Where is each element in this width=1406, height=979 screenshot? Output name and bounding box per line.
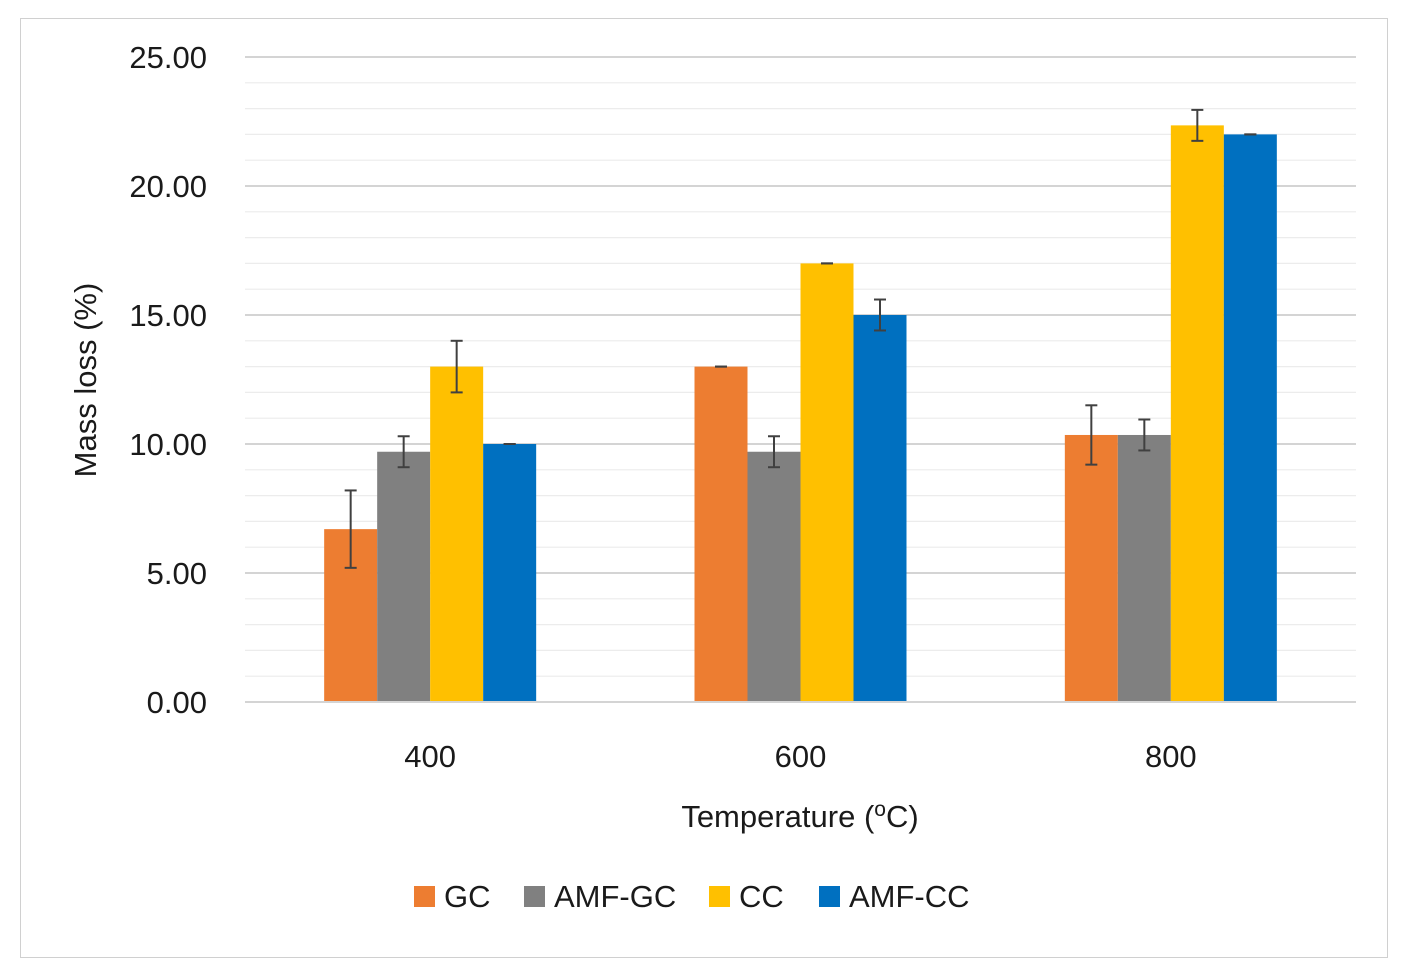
- bar-amf-cc-600: [853, 315, 907, 702]
- error-bar-gc-800: [1085, 404, 1098, 466]
- bar-amf-cc-400: [483, 444, 537, 702]
- legend-item-gc: GC: [414, 879, 491, 914]
- x-tick-label: 800: [1145, 739, 1197, 774]
- error-bar-amf-gc-600: [768, 435, 780, 469]
- bar-amf-gc-400: [377, 451, 431, 702]
- y-axis-title: Mass loss (%): [68, 283, 103, 478]
- error-bar-amf-gc-400: [397, 435, 410, 469]
- legend-swatch: [709, 886, 730, 907]
- bar-gc-800: [1064, 434, 1118, 702]
- bar-cc-400: [430, 366, 484, 702]
- y-axis-tick-labels: 0.00 5.00 10.00 15.00 20.00 25.00: [129, 40, 207, 720]
- legend-item-cc: CC: [709, 879, 784, 914]
- y-tick-label: 0.00: [147, 685, 207, 720]
- y-tick-label: 20.00: [129, 169, 207, 204]
- legend-label: CC: [739, 879, 784, 914]
- legend-item-amf-cc: AMF-CC: [819, 879, 970, 914]
- error-bar-gc-400: [344, 489, 357, 569]
- bar-amf-cc-800: [1223, 134, 1277, 702]
- x-axis-tick-labels: 400 600 800: [404, 739, 1196, 774]
- legend-swatch: [414, 886, 435, 907]
- bar-gc-600: [694, 366, 748, 702]
- legend-item-amf-gc: AMF-GC: [524, 879, 676, 914]
- legend-swatch: [819, 886, 840, 907]
- x-tick-label: 600: [775, 739, 827, 774]
- bar-cc-800: [1170, 125, 1224, 703]
- bars: [324, 125, 1277, 703]
- error-bar-amf-cc-600: [874, 298, 886, 332]
- error-bar-amf-gc-800: [1138, 418, 1151, 452]
- legend: GC AMF-GC CC AMF-CC: [414, 879, 970, 914]
- legend-label: AMF-GC: [554, 879, 676, 914]
- legend-label: GC: [444, 879, 491, 914]
- y-tick-label: 25.00: [129, 40, 207, 75]
- error-bar-cc-800: [1191, 108, 1204, 142]
- y-tick-label: 15.00: [129, 298, 207, 333]
- error-bar-cc-400: [450, 339, 463, 394]
- bar-amf-gc-600: [747, 451, 801, 702]
- bar-amf-gc-800: [1117, 434, 1171, 702]
- legend-swatch: [524, 886, 545, 907]
- error-bars: [344, 108, 1257, 569]
- x-axis-title: Temperature (oC): [681, 798, 918, 834]
- x-tick-label: 400: [404, 739, 456, 774]
- y-tick-label: 10.00: [129, 427, 207, 462]
- y-tick-label: 5.00: [147, 556, 207, 591]
- bar-cc-600: [800, 263, 854, 702]
- legend-label: AMF-CC: [849, 879, 970, 914]
